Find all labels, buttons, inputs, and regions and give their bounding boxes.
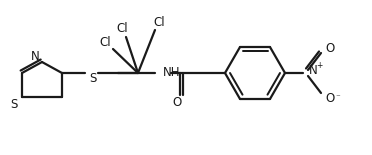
Text: Cl: Cl (99, 35, 111, 49)
Text: ⁻: ⁻ (335, 93, 340, 102)
Text: O: O (325, 91, 334, 104)
Text: O: O (172, 97, 182, 109)
Text: S: S (10, 97, 18, 111)
Text: NH: NH (163, 66, 180, 80)
Text: O: O (325, 42, 334, 55)
Text: Cl: Cl (153, 16, 165, 29)
Text: +: + (316, 60, 323, 69)
Text: Cl: Cl (116, 22, 128, 35)
Text: S: S (89, 71, 97, 84)
Text: N: N (309, 64, 318, 78)
Text: N: N (31, 49, 39, 62)
